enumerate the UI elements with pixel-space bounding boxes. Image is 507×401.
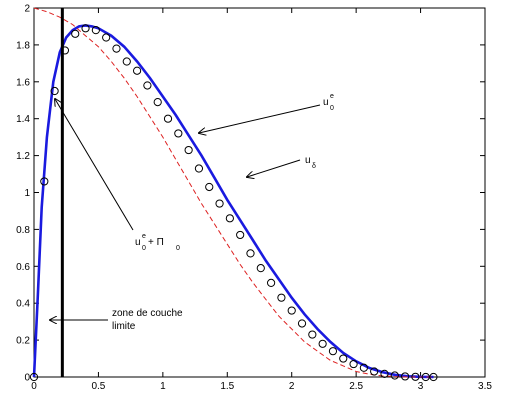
y-tick-label: 1.8 <box>16 40 30 51</box>
data-point <box>50 86 59 96</box>
x-tick-label: 3 <box>418 381 424 392</box>
data-point <box>339 354 348 363</box>
y-tick-label: 0 <box>24 373 30 384</box>
data-point <box>112 44 121 53</box>
data-point <box>194 164 204 173</box>
series-line <box>33 7 434 378</box>
data-point <box>277 293 286 302</box>
svg-text:e: e <box>142 233 146 240</box>
x-tick-label: 2 <box>289 381 295 392</box>
x-tick-label: 0 <box>31 381 37 392</box>
y-tick-label: 0.2 <box>16 336 30 347</box>
series-line <box>32 24 434 379</box>
data-point <box>411 372 420 381</box>
data-point <box>266 278 276 288</box>
data-point <box>390 371 399 380</box>
label-u0e-pi0: u e 0 + Π 0 <box>135 233 180 252</box>
data-point <box>370 367 379 376</box>
data-point <box>71 29 80 38</box>
x-tick-label: 3.5 <box>478 381 492 392</box>
data-point <box>40 177 49 186</box>
y-tick-label: 1.4 <box>16 114 30 125</box>
series-1 <box>33 7 434 378</box>
svg-text:u: u <box>305 155 311 166</box>
data-point <box>174 129 183 138</box>
data-point <box>297 319 307 328</box>
data-point <box>236 230 245 240</box>
data-point <box>256 264 265 273</box>
data-point <box>380 369 389 378</box>
data-point <box>184 145 193 155</box>
data-point <box>318 339 327 348</box>
data-point <box>163 114 173 123</box>
svg-text:0: 0 <box>142 245 146 252</box>
data-point <box>359 363 368 372</box>
data-point <box>225 214 234 223</box>
data-point <box>308 330 317 339</box>
svg-text:u: u <box>323 97 329 108</box>
data-point <box>143 81 152 90</box>
arrow-u0e-pi0 <box>55 99 134 231</box>
data-point <box>429 372 438 382</box>
y-tick-label: 1.6 <box>16 77 30 88</box>
series-layer <box>29 7 438 382</box>
y-tick-label: 0.4 <box>16 299 30 310</box>
y-tick-label: 0.8 <box>16 225 30 236</box>
data-point <box>122 57 131 66</box>
series-2 <box>29 24 438 382</box>
series-0 <box>32 24 434 379</box>
label-udelta: u δ <box>305 155 316 170</box>
y-tick-label: 1 <box>24 188 30 199</box>
svg-text:0: 0 <box>176 245 180 252</box>
data-point <box>287 306 296 315</box>
label-u0e: u e 0 <box>323 93 334 112</box>
plot-frame <box>33 7 486 378</box>
data-point <box>102 33 111 42</box>
data-point <box>81 24 90 33</box>
svg-text:u: u <box>135 237 141 248</box>
data-point <box>153 97 162 107</box>
data-point <box>91 26 100 35</box>
data-point <box>349 359 358 369</box>
svg-text:e: e <box>330 93 334 100</box>
data-point <box>215 199 224 208</box>
x-tick-label: 1 <box>160 381 166 392</box>
data-point <box>421 372 430 382</box>
y-tick-label: 0.6 <box>16 262 30 273</box>
axis-tick-labels: 0 0.5 1 1.5 2 2.5 3 3.5 0 0.2 0.4 0.6 0.8 1 1.2 1.4 1.6 1… <box>16 4 492 393</box>
arrow-u0e <box>199 104 321 133</box>
arrow-udelta <box>247 159 301 177</box>
data-point <box>246 249 255 258</box>
y-tick-label: 2 <box>24 4 30 15</box>
x-tick-label: 1.5 <box>220 381 234 392</box>
data-point <box>328 347 338 356</box>
data-point <box>401 372 410 381</box>
svg-text:limite: limite <box>112 321 136 332</box>
svg-text:0: 0 <box>330 105 334 112</box>
data-point <box>132 66 142 75</box>
label-zone-couche-limite: zone de couche limite <box>112 308 183 332</box>
svg-text:+ Π: + Π <box>148 237 164 248</box>
x-tick-label: 0.5 <box>91 381 105 392</box>
data-point <box>205 182 214 192</box>
y-tick-label: 1.2 <box>16 151 30 162</box>
data-point <box>29 372 39 382</box>
x-tick-label: 2.5 <box>349 381 363 392</box>
svg-text:δ: δ <box>312 163 316 170</box>
svg-text:zone de couche: zone de couche <box>112 308 183 319</box>
